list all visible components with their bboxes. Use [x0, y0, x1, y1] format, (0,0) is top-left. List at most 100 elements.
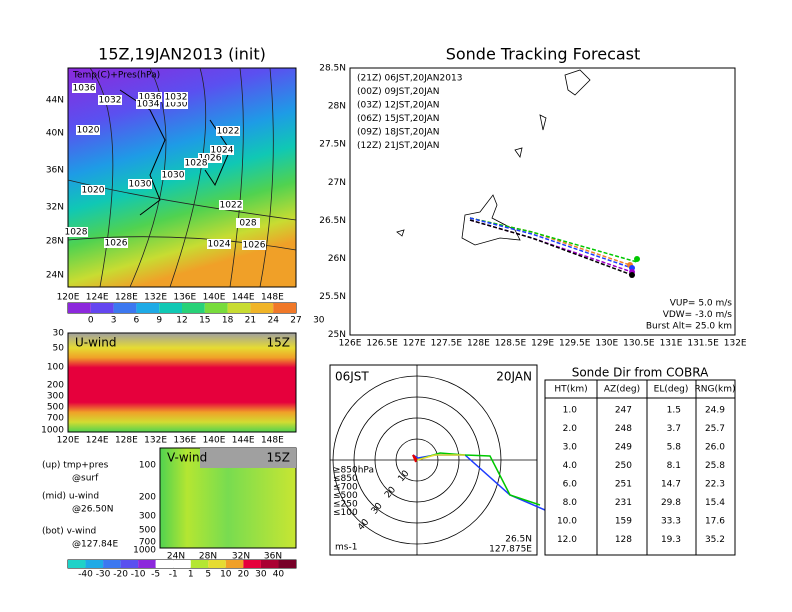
pressure-label: 1036 [139, 93, 162, 103]
track-lon: 132E [724, 339, 747, 349]
wind-colorbar-label: 40 [273, 570, 285, 580]
lon-label: 128E [115, 293, 138, 303]
track-lat: 28.5N [319, 64, 346, 74]
v-wind-title: V-wind [167, 451, 207, 465]
track-lon: 126E [339, 339, 362, 349]
note: @surf [72, 474, 99, 484]
map-label: Temp(C)+Pres(hPa) [72, 71, 160, 81]
colorbar-swatch [273, 303, 296, 313]
pressure-label: 1026 [199, 154, 222, 164]
table-cell: 10.0 [557, 517, 577, 527]
table-cell: 128 [615, 535, 632, 545]
legend-entry: (06Z) 15JST,20JAN [357, 114, 440, 124]
u-ytick: 1000 [41, 426, 64, 436]
pressure-label-bg [104, 238, 128, 248]
lon-label: 124E [86, 293, 109, 303]
table-cell: 6.0 [563, 480, 578, 490]
pressure-label-bg [161, 170, 185, 180]
table-cell: 22.3 [705, 480, 725, 490]
pressure-label: 1032 [99, 96, 122, 106]
pressure-label: 1024 [208, 240, 231, 250]
pressure-label-bg [136, 99, 160, 109]
table-cell: 24.9 [705, 406, 725, 416]
lon-label: 140E [203, 293, 226, 303]
table-cell: 14.7 [661, 480, 681, 490]
colorbar-label: 3 [111, 316, 117, 326]
colorbar-swatch [250, 303, 274, 313]
lon-label: 144E [232, 293, 255, 303]
lon-label: 136E [173, 293, 196, 303]
lon-label: 148E [261, 293, 284, 303]
colorbar-label: 27 [290, 316, 301, 326]
colorbar-label: 24 [267, 316, 279, 326]
pressure-label: 1022 [220, 201, 243, 211]
polar-date: 20JAN [496, 370, 532, 384]
u-ytick: 50 [53, 344, 65, 354]
pressure-label: 1024 [211, 146, 234, 156]
pressure-label-bg [198, 153, 222, 163]
colorbar-label: 18 [222, 316, 234, 326]
pressure-label-bg [76, 125, 100, 135]
note: @127.84E [72, 540, 118, 550]
pressure-label: 1022 [217, 127, 240, 137]
pressure-label: 1032 [165, 93, 188, 103]
track-lat: 25.5N [319, 292, 346, 302]
wind-colorbar-label: -20 [113, 570, 128, 580]
pressure-label-bg [210, 145, 234, 155]
table-cell: 26.0 [705, 443, 725, 453]
pressure-label-bg [164, 92, 188, 102]
wind-colorbar-label: -30 [96, 570, 111, 580]
table-cell: 249 [615, 443, 632, 453]
v-xtick: 28N [199, 552, 217, 562]
pressure-label: 1034 [137, 100, 160, 110]
wind-colorbar-label: 1 [188, 570, 194, 580]
lat-label: 24N [46, 271, 64, 281]
table-cell: 250 [615, 461, 632, 471]
pressure-label-bg [242, 240, 266, 250]
wind-colorbar-swatch [85, 560, 104, 568]
pressure-label-bg [128, 179, 152, 189]
pressure-label: 1026 [243, 241, 266, 251]
colorbar-swatch [136, 303, 160, 313]
pressure-label: 1020 [82, 186, 105, 196]
tracks [469, 217, 638, 276]
table-cell: 231 [615, 498, 632, 508]
wind-colorbar-swatch [103, 560, 121, 568]
note: (mid) u-wind [42, 492, 99, 502]
polar-level: ≤500 [333, 491, 358, 501]
track-map [349, 67, 736, 336]
track-lon: 129E [531, 339, 554, 349]
lat-label: 40N [46, 129, 64, 139]
pressure-label-bg [138, 92, 162, 102]
table-cell: 17.6 [705, 517, 725, 527]
track-lat: 26.5N [319, 216, 346, 226]
colorbar-swatch [68, 303, 91, 313]
v-wind-shade [200, 448, 296, 468]
colorbar-label: 12 [176, 316, 187, 326]
colorbar-label: 15 [199, 316, 210, 326]
track-lat: 28N [328, 102, 346, 112]
lon-label: 132E [144, 293, 167, 303]
table-title: Sonde Dir from COBRA [572, 366, 709, 380]
colorbar-swatch [204, 303, 228, 313]
polar-level: ≤700 [333, 483, 358, 493]
table-cell: 29.8 [661, 498, 681, 508]
table-cell: 248 [615, 424, 632, 434]
v-ytick: 300 [139, 512, 156, 522]
legend-entry: (12Z) 21JST,20JAN [357, 141, 440, 151]
track-lon: 128E [467, 339, 490, 349]
wind-colorbar-swatch [260, 560, 279, 568]
islands [396, 69, 591, 246]
table-cell: 3.7 [667, 424, 681, 434]
hodograph-green [416, 452, 541, 506]
note: (bot) v-wind [42, 527, 96, 537]
u-xtick: 144E [232, 436, 255, 446]
lat-label: 44N [46, 96, 64, 106]
v-ytick: 700 [139, 538, 156, 548]
pressure-label: 1036 [73, 84, 96, 94]
table-cell: 1.5 [667, 406, 681, 416]
u-xtick: 120E [57, 436, 80, 446]
pressure-label: 028 [239, 219, 256, 229]
track-lat: 27N [328, 178, 346, 188]
